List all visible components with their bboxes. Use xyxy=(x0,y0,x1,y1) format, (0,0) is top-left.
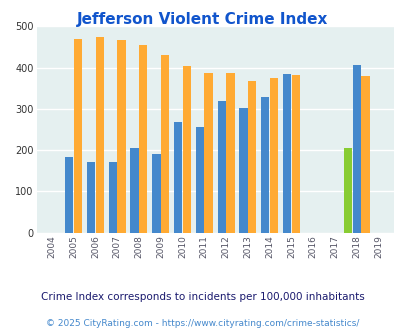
Bar xyxy=(260,97,269,233)
Bar xyxy=(269,78,277,233)
Bar xyxy=(226,73,234,233)
Bar xyxy=(182,66,190,233)
Text: Jefferson Violent Crime Index: Jefferson Violent Crime Index xyxy=(77,12,328,26)
Bar xyxy=(87,162,95,233)
Bar xyxy=(239,109,247,233)
Bar xyxy=(343,148,352,233)
Bar xyxy=(195,127,204,233)
Bar xyxy=(247,81,256,233)
Text: Crime Index corresponds to incidents per 100,000 inhabitants: Crime Index corresponds to incidents per… xyxy=(41,292,364,302)
Bar xyxy=(291,75,299,233)
Bar xyxy=(130,148,139,233)
Bar xyxy=(117,40,125,233)
Bar xyxy=(160,55,169,233)
Bar xyxy=(174,122,182,233)
Bar xyxy=(74,39,82,233)
Bar xyxy=(217,101,225,233)
Bar xyxy=(204,73,212,233)
Bar xyxy=(282,74,290,233)
Bar xyxy=(139,45,147,233)
Bar xyxy=(65,157,73,233)
Text: © 2025 CityRating.com - https://www.cityrating.com/crime-statistics/: © 2025 CityRating.com - https://www.city… xyxy=(46,319,359,328)
Bar xyxy=(95,37,104,233)
Bar xyxy=(360,76,369,233)
Bar xyxy=(152,154,160,233)
Bar xyxy=(352,65,360,233)
Bar xyxy=(109,162,117,233)
